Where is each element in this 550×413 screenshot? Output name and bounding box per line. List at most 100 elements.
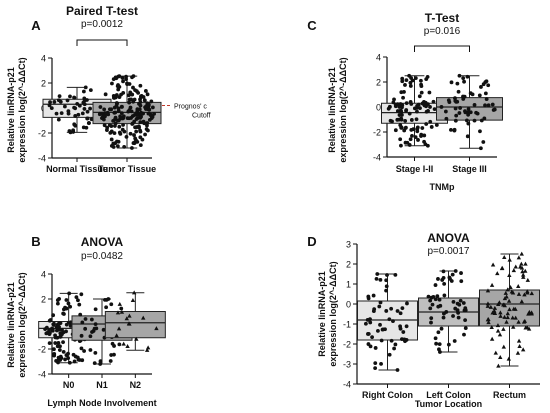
y-tick-label: -2 xyxy=(343,340,351,350)
y-tick-label: -4 xyxy=(343,380,351,390)
data-point xyxy=(526,326,532,331)
data-point xyxy=(138,103,143,108)
data-point xyxy=(436,330,441,335)
data-point xyxy=(409,118,414,122)
data-point xyxy=(398,324,403,329)
data-point xyxy=(435,294,440,299)
data-point xyxy=(398,102,403,106)
data-point xyxy=(462,332,466,337)
x-tick-label: Normal Tissue xyxy=(46,164,108,174)
data-point xyxy=(391,100,396,105)
data-point xyxy=(47,341,52,345)
data-point xyxy=(520,272,526,277)
data-point xyxy=(489,336,495,341)
data-point xyxy=(405,140,410,145)
data-point xyxy=(505,287,510,292)
data-point xyxy=(422,133,427,138)
data-point xyxy=(522,292,527,297)
box-2 xyxy=(92,74,162,150)
data-point xyxy=(483,103,487,108)
data-point xyxy=(72,95,76,100)
data-point xyxy=(80,320,85,325)
data-point xyxy=(365,317,370,322)
data-point xyxy=(79,292,84,297)
data-point xyxy=(442,293,447,298)
data-point xyxy=(82,102,87,107)
panel-label: D xyxy=(307,234,316,249)
data-point xyxy=(66,109,71,114)
data-point xyxy=(404,125,408,130)
data-point xyxy=(440,278,445,282)
data-point xyxy=(507,307,512,312)
data-point xyxy=(44,325,49,330)
data-point xyxy=(426,294,431,299)
data-point xyxy=(489,282,495,287)
data-point xyxy=(44,331,49,336)
chart-title: ANOVA xyxy=(81,235,124,249)
data-point xyxy=(387,352,392,357)
data-point xyxy=(125,343,130,348)
data-point xyxy=(520,347,526,352)
data-point xyxy=(393,128,398,133)
data-point xyxy=(62,104,67,109)
data-point xyxy=(413,135,418,139)
data-point xyxy=(502,255,507,260)
data-point xyxy=(461,301,466,305)
data-point xyxy=(118,114,123,119)
data-point xyxy=(134,138,138,143)
p-value-label: p=0.0017 xyxy=(428,246,470,257)
data-point xyxy=(419,132,424,137)
data-point xyxy=(489,324,494,329)
data-point xyxy=(496,363,501,368)
data-point xyxy=(147,117,152,122)
p-value-label: p=0.016 xyxy=(424,26,461,37)
data-point xyxy=(385,273,389,277)
data-point xyxy=(511,268,517,273)
data-point xyxy=(505,315,510,320)
data-point xyxy=(61,330,66,335)
data-point xyxy=(505,311,510,316)
data-point xyxy=(433,283,438,287)
data-point xyxy=(127,108,132,113)
data-point xyxy=(64,298,69,302)
data-point xyxy=(457,111,462,115)
data-point xyxy=(388,118,393,123)
data-point xyxy=(442,311,446,316)
box-2 xyxy=(436,73,503,151)
data-point xyxy=(113,75,118,80)
data-point xyxy=(93,350,98,355)
data-point xyxy=(403,83,407,87)
data-point xyxy=(413,76,418,81)
data-point xyxy=(522,318,528,323)
data-point xyxy=(450,272,455,277)
data-point xyxy=(481,82,486,87)
data-point xyxy=(117,124,122,129)
data-point xyxy=(83,326,88,331)
data-point xyxy=(457,302,462,307)
data-point xyxy=(139,111,144,116)
data-point xyxy=(442,281,447,286)
data-point xyxy=(437,297,442,302)
data-point xyxy=(53,341,58,345)
data-point xyxy=(132,133,136,137)
data-point xyxy=(89,317,94,322)
data-point xyxy=(513,306,518,311)
data-point xyxy=(463,109,467,114)
data-point xyxy=(76,298,80,303)
x-axis-label: Lymph Node Involvement xyxy=(47,398,156,408)
data-point xyxy=(145,345,151,350)
data-point xyxy=(399,116,404,121)
data-point xyxy=(511,324,516,329)
data-point xyxy=(116,106,121,111)
data-point xyxy=(88,106,92,111)
data-point xyxy=(516,319,521,324)
data-point xyxy=(76,112,81,117)
data-point xyxy=(56,341,61,345)
data-point xyxy=(115,310,121,315)
data-point xyxy=(127,116,131,121)
data-point xyxy=(449,128,453,132)
x-axis-label: Tumor Location xyxy=(415,399,482,409)
y-axis-label: Relative linRNA-p21 xyxy=(317,271,327,357)
data-point xyxy=(113,121,118,126)
